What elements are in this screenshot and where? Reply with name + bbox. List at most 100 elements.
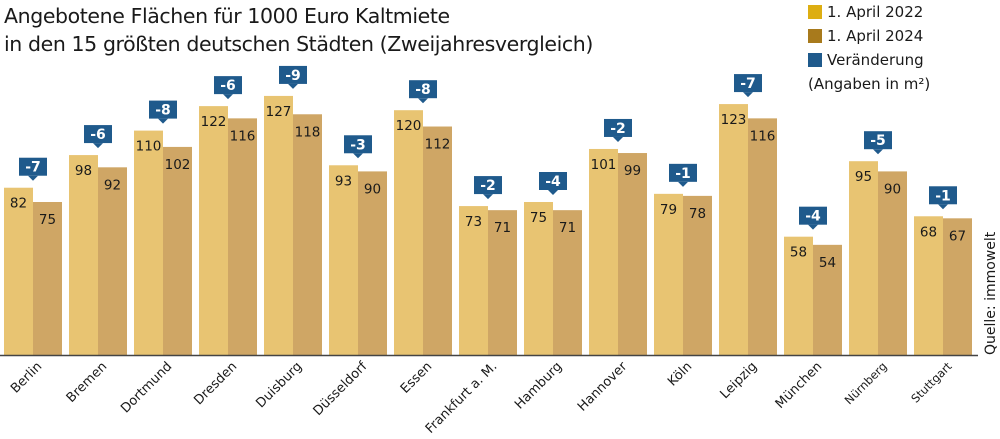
x-tick-label-frankfurt-a-m-: Frankfurt a. M. bbox=[423, 359, 500, 436]
x-tick-label-stuttgart: Stuttgart bbox=[908, 359, 955, 406]
change-label-dortmund: -8 bbox=[155, 103, 171, 119]
bar-hamburg-2022 bbox=[524, 202, 553, 355]
change-label-köln: -1 bbox=[675, 166, 691, 182]
value-label-bremen-2022: 98 bbox=[75, 163, 92, 179]
unit-note: (Angaben in m²) bbox=[808, 75, 931, 93]
value-label-stuttgart-2022: 68 bbox=[920, 224, 937, 240]
change-label-dresden: -6 bbox=[220, 78, 236, 94]
change-badge-stuttgart bbox=[929, 186, 957, 205]
value-label-hannover-2024: 99 bbox=[624, 163, 641, 179]
change-badge-hannover bbox=[604, 118, 632, 137]
source-note: Quelle: immowelt bbox=[983, 231, 999, 355]
change-badge-frankfurt-a-m- bbox=[474, 176, 502, 195]
change-label-berlin: -7 bbox=[25, 160, 41, 176]
legend-label-2022: 1. April 2022 bbox=[827, 3, 924, 21]
x-tick-label-berlin: Berlin bbox=[8, 359, 45, 396]
change-badge-köln bbox=[669, 163, 697, 182]
legend-swatch-2024 bbox=[808, 29, 822, 43]
value-label-leipzig-2022: 123 bbox=[721, 112, 747, 128]
value-label-hamburg-2024: 71 bbox=[559, 220, 576, 236]
value-label-münchen-2024: 54 bbox=[819, 255, 836, 271]
value-label-leipzig-2024: 116 bbox=[750, 128, 776, 144]
change-badge-pointer-düsseldorf bbox=[353, 153, 363, 159]
value-label-nürnberg-2024: 90 bbox=[884, 181, 901, 197]
value-label-nürnberg-2022: 95 bbox=[855, 169, 872, 185]
legend-item-2022: 1. April 2022 bbox=[808, 0, 930, 24]
bar-bremen-2024 bbox=[98, 167, 127, 355]
change-badge-pointer-berlin bbox=[28, 175, 38, 181]
x-tick-label-bremen: Bremen bbox=[64, 359, 111, 406]
change-label-duisburg: -9 bbox=[285, 68, 301, 84]
bar-stuttgart-2024 bbox=[943, 218, 972, 355]
change-badge-dresden bbox=[214, 76, 242, 95]
x-tick-label-duisburg: Duisburg bbox=[253, 359, 305, 411]
bar-köln-2024 bbox=[683, 195, 712, 355]
x-tick-label-leipzig: Leipzig bbox=[717, 359, 760, 402]
chart-title-line-1: Angebotene Flächen für 1000 Euro Kaltmie… bbox=[4, 4, 450, 28]
bar-münchen-2022 bbox=[784, 236, 813, 355]
change-badge-pointer-bremen bbox=[93, 143, 103, 149]
change-badge-pointer-dresden bbox=[223, 94, 233, 100]
change-badge-pointer-dortmund bbox=[158, 118, 168, 124]
change-label-stuttgart: -1 bbox=[935, 188, 951, 204]
change-label-hannover: -2 bbox=[610, 121, 626, 137]
value-label-dortmund-2022: 110 bbox=[136, 139, 162, 155]
legend-label-2024: 1. April 2024 bbox=[827, 27, 924, 45]
bar-bremen-2022 bbox=[69, 155, 98, 355]
x-tick-label-köln: Köln bbox=[665, 359, 695, 389]
change-badge-bremen bbox=[84, 125, 112, 144]
value-label-duisburg-2024: 118 bbox=[295, 124, 321, 140]
change-badge-pointer-duisburg bbox=[288, 83, 298, 89]
value-label-dortmund-2024: 102 bbox=[165, 157, 191, 173]
value-label-düsseldorf-2022: 93 bbox=[335, 173, 352, 189]
change-badge-pointer-frankfurt-a-m- bbox=[483, 194, 493, 200]
value-label-berlin-2022: 82 bbox=[10, 196, 27, 212]
change-badge-berlin bbox=[19, 157, 47, 176]
bar-frankfurt-a-m--2024 bbox=[488, 210, 517, 355]
value-label-bremen-2024: 92 bbox=[104, 177, 121, 193]
bar-leipzig-2024 bbox=[748, 118, 777, 355]
change-badge-nürnberg bbox=[864, 131, 892, 150]
change-label-nürnberg: -5 bbox=[870, 133, 886, 149]
change-label-leipzig: -7 bbox=[740, 76, 756, 92]
legend-label-change: Veränderung bbox=[827, 51, 924, 69]
value-label-hannover-2022: 101 bbox=[591, 157, 617, 173]
legend-item-2024: 1. April 2024 bbox=[808, 24, 930, 48]
x-tick-label-hannover: Hannover bbox=[575, 359, 631, 415]
bar-stuttgart-2022 bbox=[914, 216, 943, 355]
value-label-frankfurt-a-m--2022: 73 bbox=[465, 214, 482, 230]
value-label-düsseldorf-2024: 90 bbox=[364, 181, 381, 197]
bar-hamburg-2024 bbox=[553, 210, 582, 355]
change-label-düsseldorf: -3 bbox=[350, 137, 366, 153]
change-badge-pointer-hamburg bbox=[548, 190, 558, 195]
value-label-hamburg-2022: 75 bbox=[530, 210, 547, 226]
bar-köln-2022 bbox=[654, 193, 683, 355]
value-label-berlin-2024: 75 bbox=[39, 212, 56, 228]
change-badge-pointer-essen bbox=[418, 98, 428, 104]
chart-title-line-2: in den 15 größten deutschen Städten (Zwe… bbox=[4, 32, 593, 56]
x-tick-label-düsseldorf: Düsseldorf bbox=[311, 359, 371, 419]
value-label-frankfurt-a-m--2024: 71 bbox=[494, 220, 511, 236]
value-label-münchen-2022: 58 bbox=[790, 245, 807, 261]
change-badge-pointer-münchen bbox=[808, 224, 818, 230]
value-label-köln-2024: 78 bbox=[689, 206, 706, 222]
bar-essen-2022 bbox=[394, 110, 423, 355]
change-label-bremen: -6 bbox=[90, 127, 106, 143]
bar-duisburg-2022 bbox=[264, 95, 293, 356]
bar-nürnberg-2022 bbox=[849, 161, 878, 355]
change-badge-pointer-nürnberg bbox=[873, 149, 883, 155]
bar-berlin-2024 bbox=[33, 202, 62, 355]
change-label-essen: -8 bbox=[415, 82, 431, 98]
bar-hannover-2022 bbox=[589, 148, 618, 355]
bar-düsseldorf-2022 bbox=[329, 165, 358, 355]
value-label-stuttgart-2024: 67 bbox=[949, 228, 966, 244]
legend: 1. April 2022 1. April 2024 Veränderung … bbox=[808, 0, 930, 96]
change-badge-pointer-stuttgart bbox=[938, 204, 948, 210]
bar-hannover-2024 bbox=[618, 153, 647, 355]
x-tick-label-hamburg: Hamburg bbox=[512, 359, 565, 412]
bar-duisburg-2024 bbox=[293, 114, 322, 355]
change-badge-essen bbox=[409, 80, 437, 99]
x-tick-label-dresden: Dresden bbox=[191, 359, 240, 408]
change-badge-hamburg bbox=[539, 172, 567, 190]
